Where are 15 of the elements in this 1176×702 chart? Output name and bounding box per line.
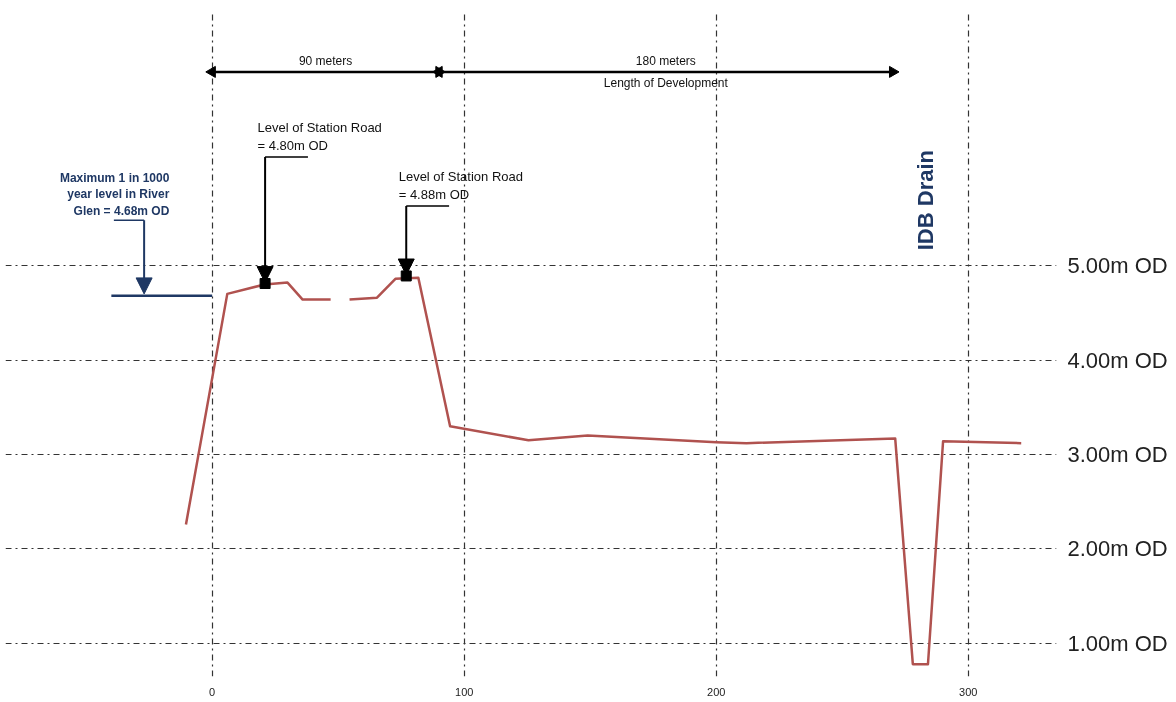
- x-tick-label: 0: [209, 685, 216, 698]
- annotation: Level of Station Road = 4.80m OD: [257, 119, 382, 153]
- x-tick-label: 200: [707, 685, 726, 698]
- y-tick-label: 3.00m OD: [1067, 442, 1168, 467]
- x-tick-label: 100: [455, 685, 474, 698]
- y-tick-label: 1.00m OD: [1067, 630, 1168, 656]
- annotation: Maximum 1 in 1000 year level in River Glen = 4.68m OD: [59, 170, 170, 219]
- y-tick-label: 2.00m OD: [1067, 536, 1168, 562]
- y-tick-label: 5.00m OD: [1067, 253, 1168, 279]
- x-tick-label: 300: [959, 685, 978, 698]
- y-tick-label: 4.00m OD: [1067, 347, 1168, 373]
- series-label: 90 meters: [298, 53, 353, 68]
- series-label: 180 meters Length of Development: [603, 53, 729, 90]
- annotation: IDB Drain: [912, 150, 938, 251]
- annotation: Level of Station Road = 4.88m OD: [398, 169, 523, 203]
